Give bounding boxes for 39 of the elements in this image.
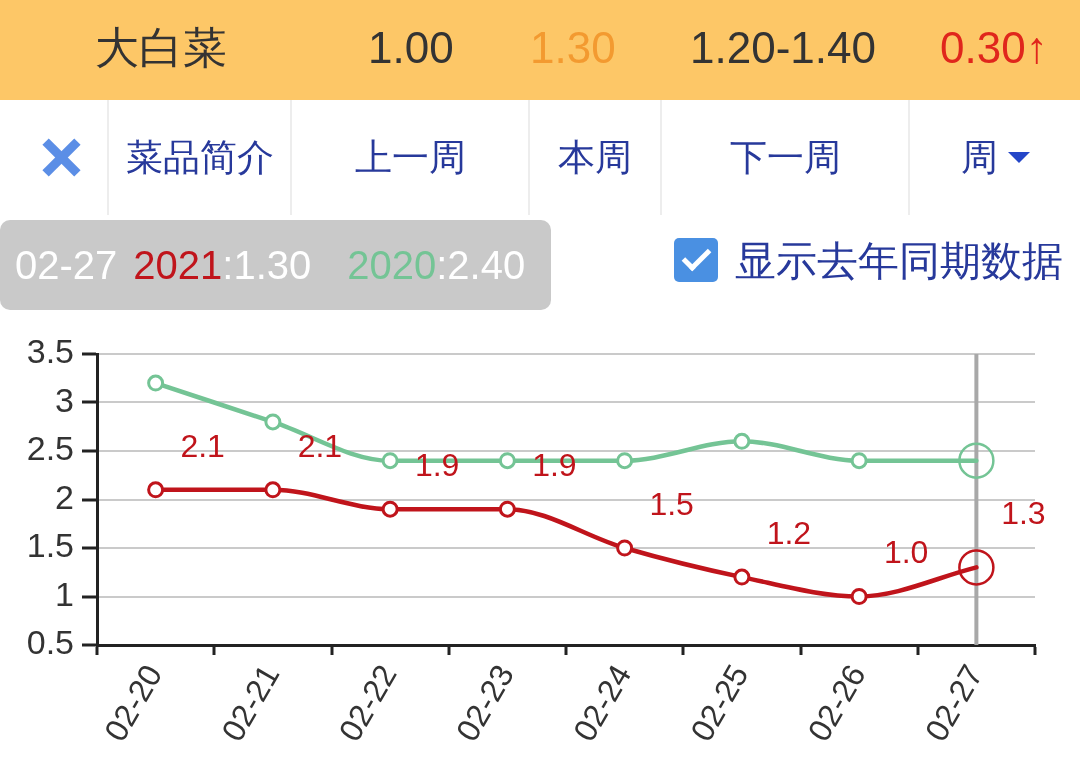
data-label: 1.0: [883, 534, 929, 571]
point: [264, 481, 282, 499]
point: [850, 452, 868, 470]
point: [498, 500, 516, 518]
text: 1.20-1.40: [690, 22, 876, 74]
point: [733, 568, 751, 586]
text: 1.30: [530, 22, 616, 74]
data-label: 1.3: [1001, 495, 1046, 532]
y-tick-label: 3: [55, 380, 74, 419]
text: 大白菜: [95, 22, 227, 74]
text: 上一周: [354, 135, 466, 180]
data-label: 1.5: [649, 485, 694, 522]
data-label: 1.2: [766, 514, 812, 551]
text: 显示去年同期数据: [735, 237, 1063, 286]
y-tick-label: 1: [55, 574, 74, 613]
point: [733, 432, 751, 450]
text: 2021: [133, 242, 223, 288]
y-tick-label: 0.5: [26, 623, 74, 662]
point: [381, 452, 399, 470]
text: 周: [960, 135, 998, 180]
point: [147, 481, 165, 499]
y-tick-label: 3.5: [26, 332, 74, 371]
point: [147, 374, 165, 392]
point: [850, 588, 868, 605]
data-label: 2.1: [180, 427, 225, 464]
point: [498, 452, 516, 470]
point: [264, 413, 282, 431]
text: 0.30↑: [940, 22, 1048, 74]
point: [381, 500, 399, 518]
text: 本周: [558, 135, 632, 180]
y-tick-label: 2: [55, 477, 74, 516]
text: 下一周: [729, 135, 841, 180]
point: [616, 452, 634, 470]
y-tick-label: 1.5: [26, 526, 74, 565]
y-tick-label: 2.5: [26, 429, 74, 468]
text: 菜品简介: [125, 135, 274, 180]
text: 2020: [347, 242, 437, 288]
point: [616, 539, 634, 557]
text: 1.00: [368, 22, 454, 74]
